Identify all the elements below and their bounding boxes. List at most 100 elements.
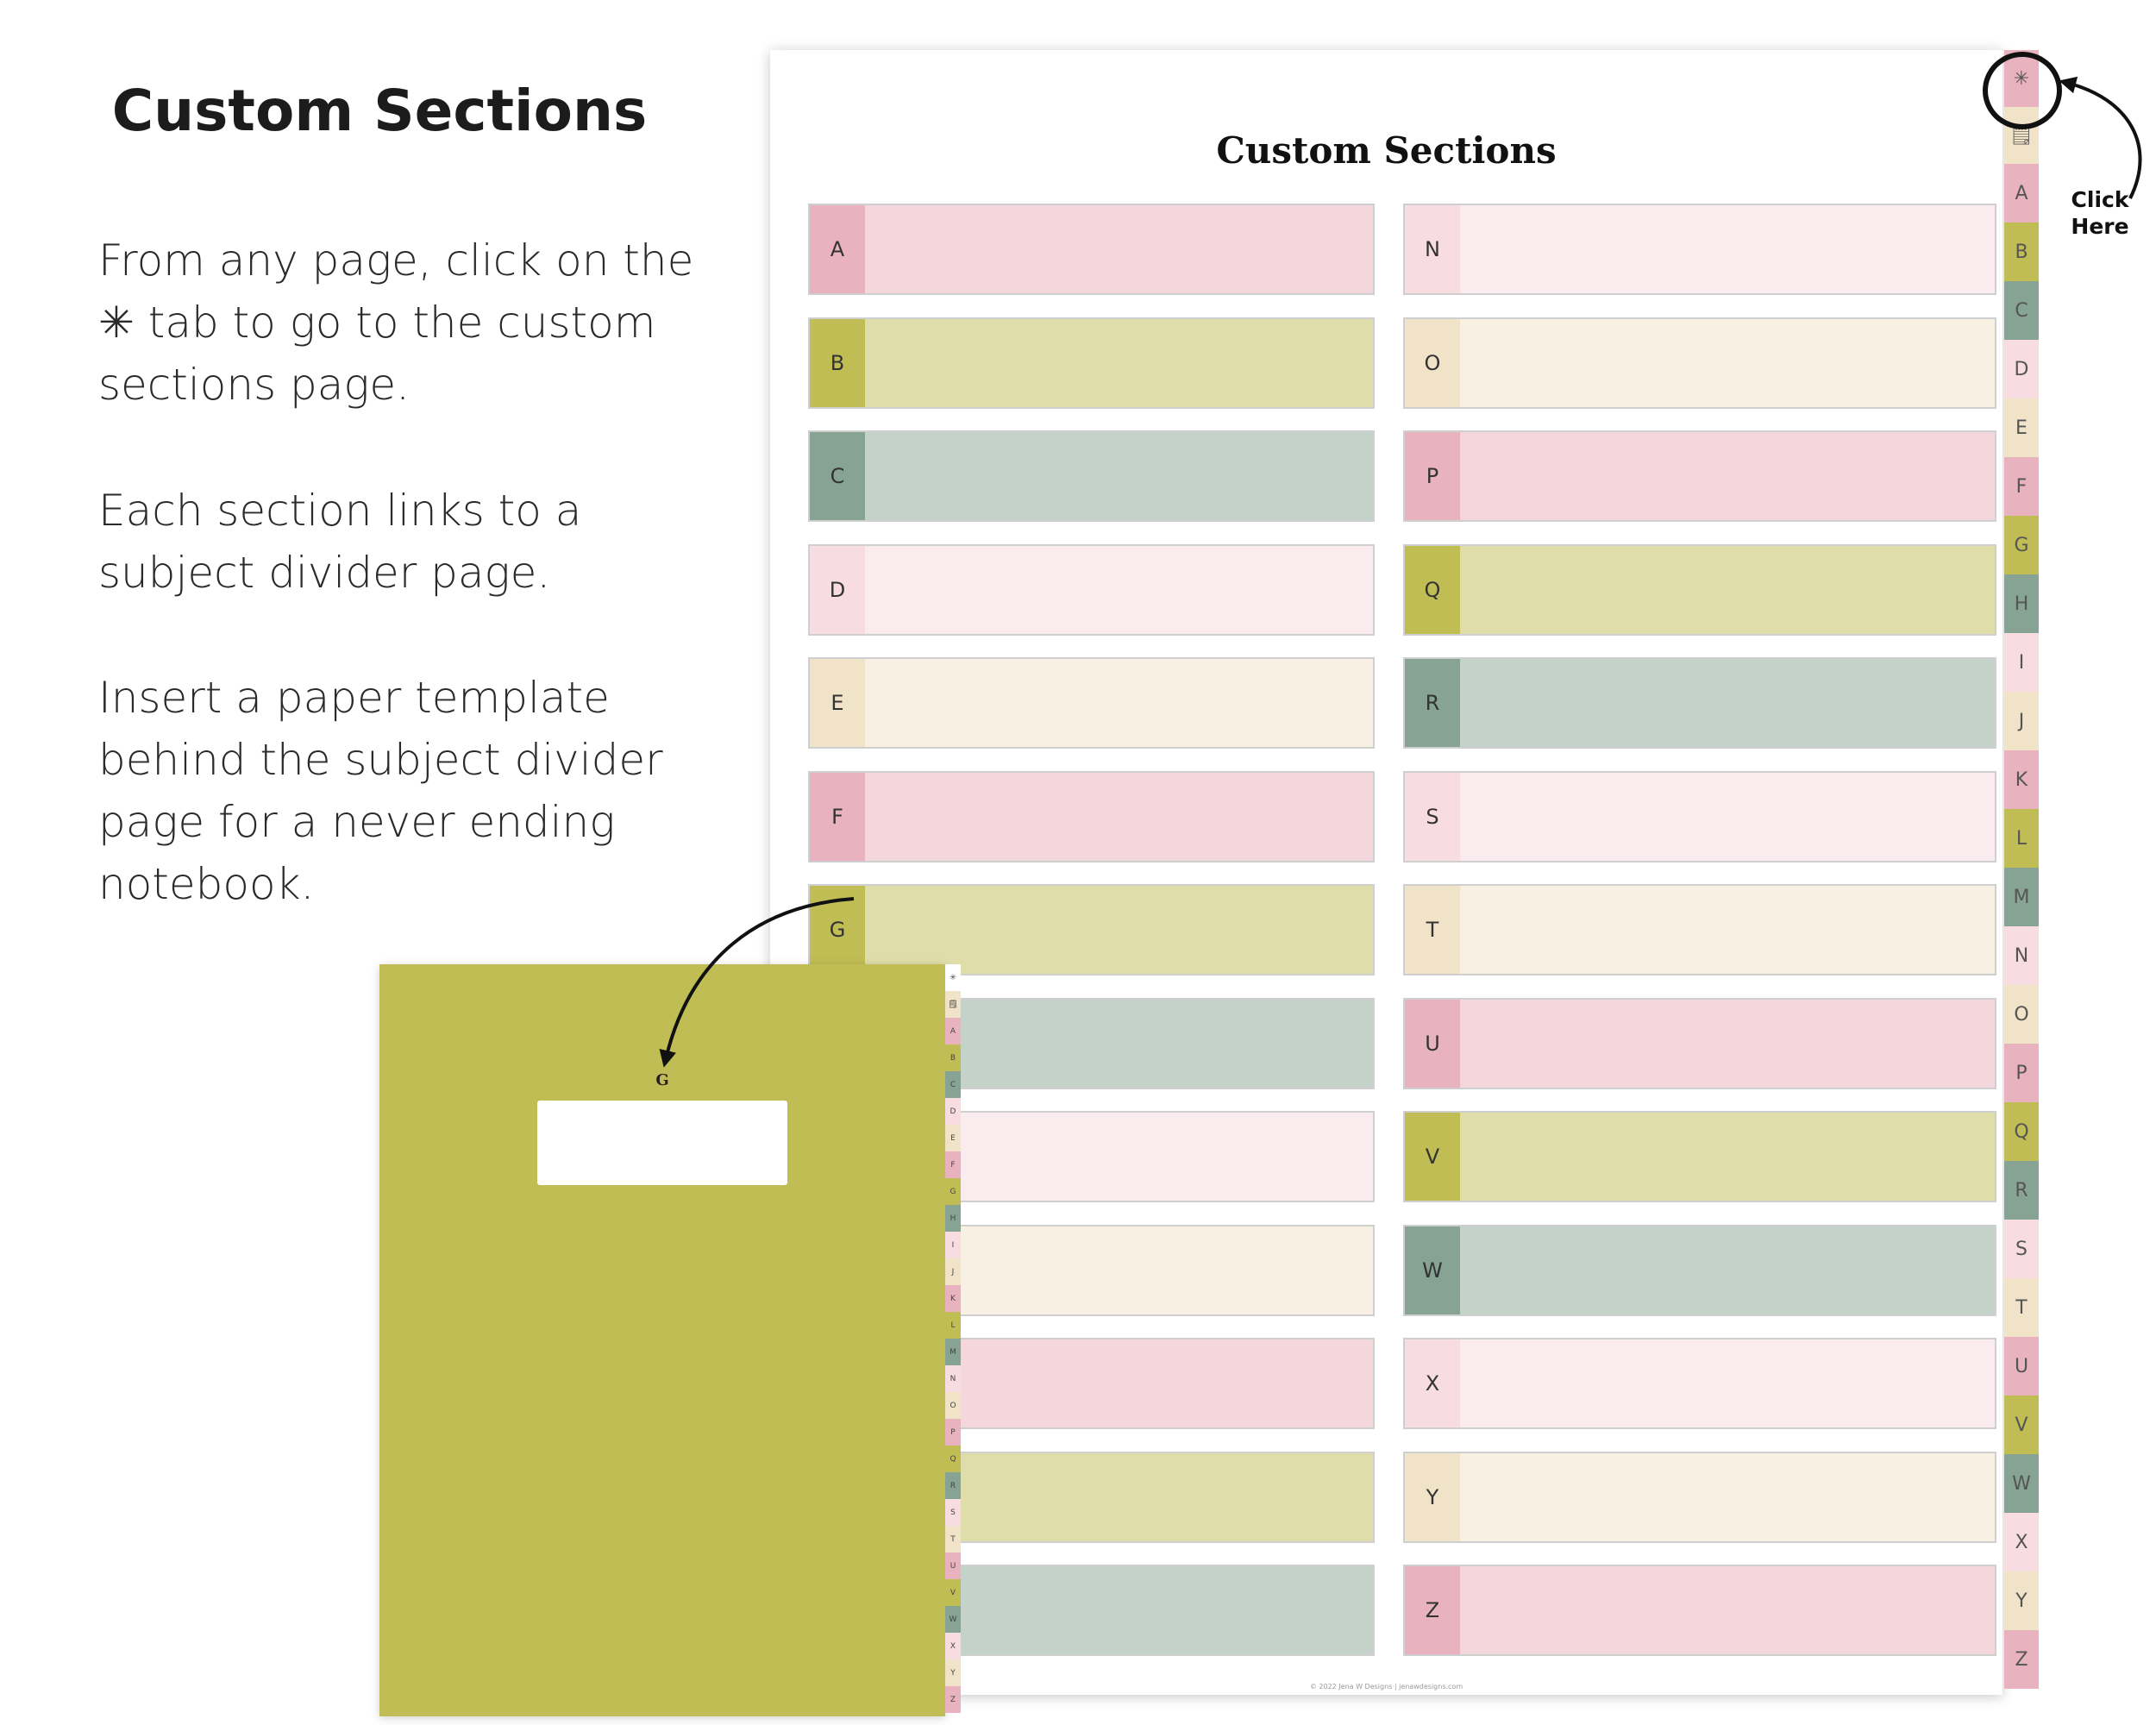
- section-name-field[interactable]: [1460, 659, 1995, 747]
- section-a[interactable]: A: [808, 204, 1375, 295]
- sidebar-tab-i[interactable]: I: [2004, 633, 2039, 692]
- sidebar-tab-p[interactable]: P: [2004, 1044, 2039, 1102]
- section-x[interactable]: X: [1403, 1338, 1996, 1429]
- section-g[interactable]: G: [808, 884, 1375, 975]
- section-r[interactable]: R: [1403, 657, 1996, 749]
- section-c[interactable]: C: [808, 430, 1375, 522]
- section-name-field[interactable]: [1460, 1339, 1995, 1427]
- sidebar-tab-y[interactable]: Y: [2004, 1571, 2039, 1630]
- mini-tab-h[interactable]: H: [945, 1205, 961, 1232]
- mini-notes-tab-icon[interactable]: 🗒: [945, 991, 961, 1018]
- section-p[interactable]: P: [1403, 430, 1996, 522]
- sidebar-tab-r[interactable]: R: [2004, 1161, 2039, 1220]
- sidebar-tab-g[interactable]: G: [2004, 516, 2039, 574]
- section-name-field[interactable]: [865, 886, 1373, 974]
- section-s[interactable]: S: [1403, 770, 1996, 862]
- section-name-field[interactable]: [865, 659, 1373, 747]
- mini-tab-v[interactable]: V: [945, 1579, 961, 1606]
- section-z[interactable]: Z: [1403, 1565, 1996, 1656]
- sidebar-tab-v[interactable]: V: [2004, 1396, 2039, 1454]
- sidebar-tab-a[interactable]: A: [2004, 164, 2039, 223]
- mini-tab-o[interactable]: O: [945, 1392, 961, 1419]
- mini-star-tab-icon[interactable]: ✳: [945, 964, 961, 991]
- section-name-field[interactable]: [1460, 1113, 1995, 1201]
- sidebar-tab-k[interactable]: K: [2004, 750, 2039, 809]
- mini-tab-s[interactable]: S: [945, 1499, 961, 1526]
- sidebar-tab-d[interactable]: D: [2004, 340, 2039, 398]
- sidebar-tab-n[interactable]: N: [2004, 926, 2039, 985]
- mini-tab-z[interactable]: Z: [945, 1686, 961, 1713]
- section-name-field[interactable]: [1460, 772, 1995, 861]
- mini-tab-a[interactable]: A: [945, 1018, 961, 1044]
- mini-tab-n[interactable]: N: [945, 1365, 961, 1392]
- mini-tab-w[interactable]: W: [945, 1606, 961, 1633]
- section-name-field[interactable]: [865, 205, 1373, 293]
- section-q[interactable]: Q: [1403, 543, 1996, 636]
- mini-tab-b[interactable]: B: [945, 1044, 961, 1071]
- sidebar-tab-c[interactable]: C: [2004, 281, 2039, 340]
- section-tab-label: Q: [1405, 545, 1460, 634]
- sidebar-tab-h[interactable]: H: [2004, 574, 2039, 633]
- section-u[interactable]: U: [1403, 997, 1996, 1089]
- mini-tab-y[interactable]: Y: [945, 1659, 961, 1686]
- section-name-field[interactable]: [1460, 205, 1995, 293]
- sidebar-tab-j[interactable]: J: [2004, 692, 2039, 750]
- section-n[interactable]: N: [1403, 204, 1996, 295]
- section-name-field[interactable]: [1460, 886, 1995, 974]
- mini-tab-k[interactable]: K: [945, 1285, 961, 1312]
- sidebar-tab-m[interactable]: M: [2004, 868, 2039, 926]
- mini-tab-f[interactable]: F: [945, 1151, 961, 1178]
- mini-tab-c[interactable]: C: [945, 1071, 961, 1098]
- sidebar-tab-t[interactable]: T: [2004, 1278, 2039, 1337]
- section-name-field[interactable]: [1460, 1226, 1995, 1314]
- section-y[interactable]: Y: [1403, 1451, 1996, 1543]
- section-d[interactable]: D: [808, 543, 1375, 636]
- section-name-field[interactable]: [1460, 1452, 1995, 1541]
- mini-tab-t[interactable]: T: [945, 1526, 961, 1552]
- sidebar-tab-u[interactable]: U: [2004, 1337, 2039, 1396]
- section-o[interactable]: O: [1403, 317, 1996, 409]
- mini-tab-e[interactable]: E: [945, 1125, 961, 1151]
- section-e[interactable]: E: [808, 657, 1375, 749]
- sidebar-tab-z[interactable]: Z: [2004, 1630, 2039, 1689]
- section-b[interactable]: B: [808, 317, 1375, 409]
- divider-title-field[interactable]: [537, 1101, 787, 1185]
- sidebar-tab-s[interactable]: S: [2004, 1220, 2039, 1278]
- subject-divider-page: G: [379, 964, 945, 1716]
- mini-tab-r[interactable]: R: [945, 1472, 961, 1499]
- section-name-field[interactable]: [1460, 1566, 1995, 1654]
- sidebar-tab-f[interactable]: F: [2004, 457, 2039, 516]
- section-name-field[interactable]: [1460, 432, 1995, 520]
- mini-tab-q[interactable]: Q: [945, 1446, 961, 1472]
- mini-tab-j[interactable]: J: [945, 1258, 961, 1285]
- sidebar-tab-b[interactable]: B: [2004, 223, 2039, 281]
- divider-tab-sidebar: ✳ 🗒 A B C D E F G H I J K L M N O P Q R S T U V W X Y Z: [945, 964, 961, 1716]
- sidebar-tab-q[interactable]: Q: [2004, 1102, 2039, 1161]
- section-name-field[interactable]: [865, 545, 1373, 634]
- mini-tab-i[interactable]: I: [945, 1232, 961, 1258]
- section-name-field[interactable]: [865, 432, 1373, 520]
- mini-tab-m[interactable]: M: [945, 1339, 961, 1365]
- section-name-field[interactable]: [865, 772, 1373, 861]
- section-name-field[interactable]: [1460, 318, 1995, 407]
- divider-arrow: [659, 897, 855, 1068]
- section-name-field[interactable]: [1460, 545, 1995, 634]
- sidebar-tab-w[interactable]: W: [2004, 1454, 2039, 1513]
- sidebar-tab-l[interactable]: L: [2004, 809, 2039, 868]
- section-name-field[interactable]: [1460, 999, 1995, 1088]
- mini-tab-g[interactable]: G: [945, 1178, 961, 1205]
- mini-tab-l[interactable]: L: [945, 1312, 961, 1339]
- mini-tab-u[interactable]: U: [945, 1552, 961, 1579]
- sidebar-tab-x[interactable]: X: [2004, 1513, 2039, 1571]
- section-w[interactable]: W: [1403, 1224, 1996, 1316]
- section-t[interactable]: T: [1403, 884, 1996, 975]
- section-name-field[interactable]: [865, 318, 1373, 407]
- section-f[interactable]: F: [808, 770, 1375, 862]
- section-v[interactable]: V: [1403, 1111, 1996, 1202]
- mini-tab-d[interactable]: D: [945, 1098, 961, 1125]
- sidebar-tab-e[interactable]: E: [2004, 398, 2039, 457]
- mini-tab-p[interactable]: P: [945, 1419, 961, 1446]
- mini-tab-x[interactable]: X: [945, 1633, 961, 1659]
- sidebar-tab-o[interactable]: O: [2004, 985, 2039, 1044]
